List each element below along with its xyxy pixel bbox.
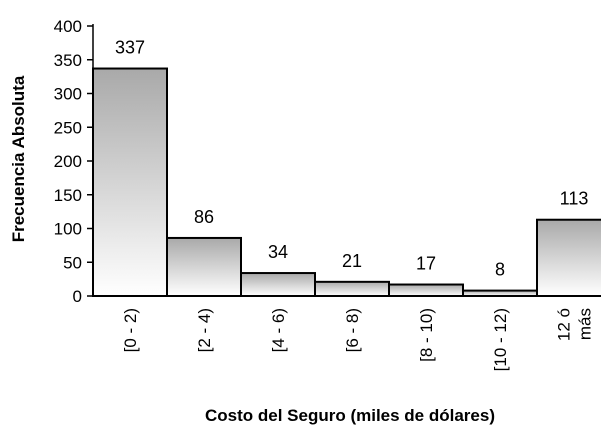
x-tick-label-line: [0 - 2) (121, 308, 140, 352)
x-axis-title: Costo del Seguro (miles de dólares) (205, 406, 495, 425)
x-tick-label-2: [2 - 4) (195, 308, 214, 352)
x-tick-labels: [0 - 2) [2 - 4) [4 - 6) [6 - 8) [8 - 10) [10 … (121, 308, 595, 371)
y-tick-label: 350 (54, 51, 82, 70)
data-label-3: 34 (268, 242, 288, 262)
y-tick-label: 150 (54, 186, 82, 205)
y-tick-labels: 0 50 100 150 200 250 300 350 400 (54, 17, 82, 306)
bar-4 (314, 280, 390, 298)
x-tick-label-line: más (576, 308, 595, 340)
data-label-2: 86 (194, 207, 214, 227)
bar-5 (388, 283, 464, 297)
y-tick-label: 50 (63, 253, 82, 272)
x-tick-label-5: [8 - 10) (417, 308, 436, 362)
x-tick-label-3: [4 - 6) (269, 308, 288, 352)
axes-group (87, 24, 601, 297)
y-tick-label: 200 (54, 152, 82, 171)
y-tick-label: 100 (54, 220, 82, 239)
bar-6 (462, 289, 538, 298)
x-tick-label-1: [0 - 2) (121, 308, 140, 352)
data-label-5: 17 (416, 254, 436, 274)
data-label-7: 113 (560, 189, 589, 209)
x-tick-label-line: [6 - 8) (343, 308, 362, 352)
x-tick-label-line: 12 ó (555, 308, 574, 341)
data-label-1: 337 (115, 38, 145, 58)
data-label-6: 8 (495, 260, 505, 280)
bar-3 (240, 272, 316, 297)
x-tick-label-line: [2 - 4) (195, 308, 214, 352)
bar-1 (92, 67, 168, 298)
bars-group (92, 67, 601, 298)
x-tick-label-7: 12 ó más (555, 308, 595, 341)
bar-7 (536, 218, 601, 298)
y-tick-label: 250 (54, 118, 82, 137)
x-tick-label-line: [4 - 6) (269, 308, 288, 352)
bar-2 (166, 236, 242, 297)
y-tick-label: 0 (73, 287, 82, 306)
y-tick-label: 300 (54, 85, 82, 104)
x-tick-label-line: [10 - 12) (491, 308, 510, 371)
data-label-4: 21 (342, 251, 362, 271)
x-tick-label-4: [6 - 8) (343, 308, 362, 352)
y-axis-title: Frecuencia Absoluta (9, 75, 28, 242)
x-tick-label-line: [8 - 10) (417, 308, 436, 362)
y-tick-label: 400 (54, 17, 82, 36)
data-labels: 337 86 34 21 17 8 113 (115, 38, 588, 280)
x-tick-label-6: [10 - 12) (491, 308, 510, 371)
